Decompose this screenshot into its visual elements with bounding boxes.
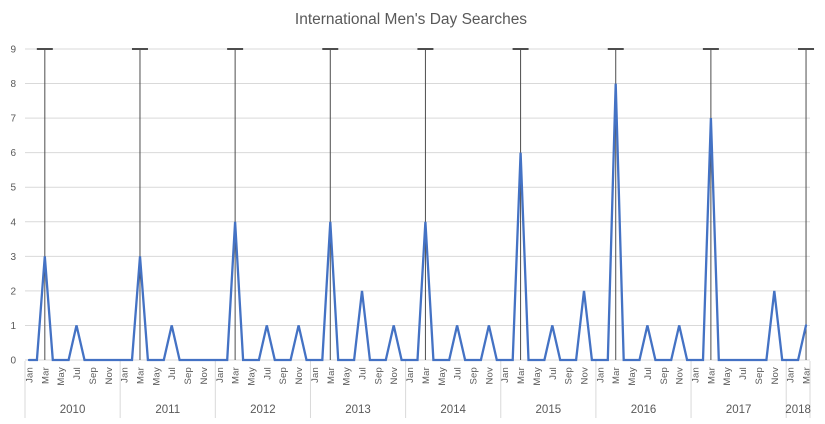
x-month-tick-label: Mar: [231, 367, 242, 384]
x-month-tick-label: Sep: [88, 367, 99, 385]
x-month-tick-label: Jan: [500, 367, 511, 383]
x-month-tick-label: Mar: [611, 367, 622, 384]
x-month-tick-label: Mar: [326, 367, 337, 384]
x-month-tick-label: Jul: [548, 367, 559, 380]
x-month-tick-label: Nov: [675, 367, 686, 385]
x-month-tick-label: Jul: [643, 367, 654, 380]
series-polyline: [27, 83, 808, 362]
x-month-tick-label: Jan: [24, 367, 35, 383]
x-month-tick-label: Mar: [40, 367, 51, 384]
x-month-tick-label: May: [342, 367, 353, 386]
x-month-tick-label: Jan: [310, 367, 321, 383]
y-axis-tick-label: 7: [10, 114, 16, 125]
x-month-tick-label: Jan: [120, 367, 131, 383]
y-axis-tick-label: 9: [10, 45, 16, 56]
x-month-tick-label: Jan: [691, 367, 702, 383]
x-axis-month-labels: Jan Mar May Jul Sep Nov Jan Mar May Jul Sep Nov Jan M…: [24, 367, 812, 386]
y-axis-tick-label: 0: [10, 356, 16, 367]
x-month-tick-label: Sep: [469, 367, 480, 385]
x-axis-year-labels: 2010 2011 2012 2013 2014 2015 2016 2017 2018: [60, 404, 811, 416]
x-month-tick-label: May: [56, 367, 67, 386]
x-month-tick-label: Jul: [72, 367, 83, 380]
y-axis-tick-labels: 0 1 2 3 4 5 6 7 8 9: [10, 45, 16, 367]
x-month-tick-label: May: [627, 367, 638, 386]
x-month-tick-label: Sep: [183, 367, 194, 385]
x-month-tick-label: Nov: [389, 367, 400, 385]
y-axis-tick-label: 3: [10, 252, 16, 263]
x-month-tick-label: May: [151, 367, 162, 386]
series-line: [27, 83, 808, 362]
x-month-tick-label: Mar: [516, 367, 527, 384]
x-month-tick-label: Sep: [754, 367, 765, 385]
x-month-tick-label: Nov: [484, 367, 495, 385]
x-month-tick-label: Mar: [421, 367, 432, 384]
x-month-tick-label: Nov: [294, 367, 305, 385]
x-month-tick-label: Sep: [659, 367, 670, 385]
year-label: 2018: [785, 404, 811, 416]
x-month-tick-label: May: [246, 367, 257, 386]
y-axis-tick-label: 1: [10, 321, 16, 332]
x-month-tick-label: May: [722, 367, 733, 386]
x-month-tick-label: Sep: [373, 367, 384, 385]
x-month-tick-label: Nov: [770, 367, 781, 385]
x-month-tick-label: Mar: [135, 367, 146, 384]
year-label: 2013: [345, 404, 371, 416]
y-axis-tick-label: 8: [10, 79, 16, 90]
x-month-tick-label: Jan: [595, 367, 606, 383]
x-month-tick-label: Jan: [405, 367, 416, 383]
y-axis-tick-label: 4: [10, 217, 16, 228]
x-month-tick-label: Jul: [357, 367, 368, 380]
gridlines: [25, 48, 810, 361]
chart-title: International Men's Day Searches: [295, 11, 527, 28]
x-month-tick-label: May: [532, 367, 543, 386]
x-month-tick-label: May: [437, 367, 448, 386]
year-label: 2015: [536, 404, 562, 416]
march-marker-lines: [36, 48, 815, 360]
x-month-tick-label: Jan: [786, 367, 797, 383]
x-month-tick-label: Jul: [167, 367, 178, 380]
x-month-tick-label: Jul: [453, 367, 464, 380]
x-month-tick-label: Jul: [262, 367, 273, 380]
x-month-tick-label: Sep: [564, 367, 575, 385]
x-month-tick-label: Jan: [215, 367, 226, 383]
x-month-tick-label: Mar: [706, 367, 717, 384]
x-month-tick-label: Mar: [802, 367, 813, 384]
x-month-tick-label: Nov: [199, 367, 210, 385]
x-month-tick-label: Nov: [580, 367, 591, 385]
x-month-tick-label: Nov: [104, 367, 115, 385]
y-axis-tick-label: 2: [10, 286, 16, 297]
year-label: 2010: [60, 404, 86, 416]
year-label: 2012: [250, 404, 276, 416]
year-label: 2014: [440, 404, 466, 416]
year-separators: [24, 361, 811, 418]
year-label: 2016: [631, 404, 657, 416]
x-month-tick-label: Sep: [278, 367, 289, 385]
y-axis-tick-label: 6: [10, 148, 16, 159]
x-month-tick-label: Jul: [738, 367, 749, 380]
year-label: 2017: [726, 404, 752, 416]
year-label: 2011: [155, 404, 180, 416]
y-axis-tick-label: 5: [10, 183, 16, 194]
